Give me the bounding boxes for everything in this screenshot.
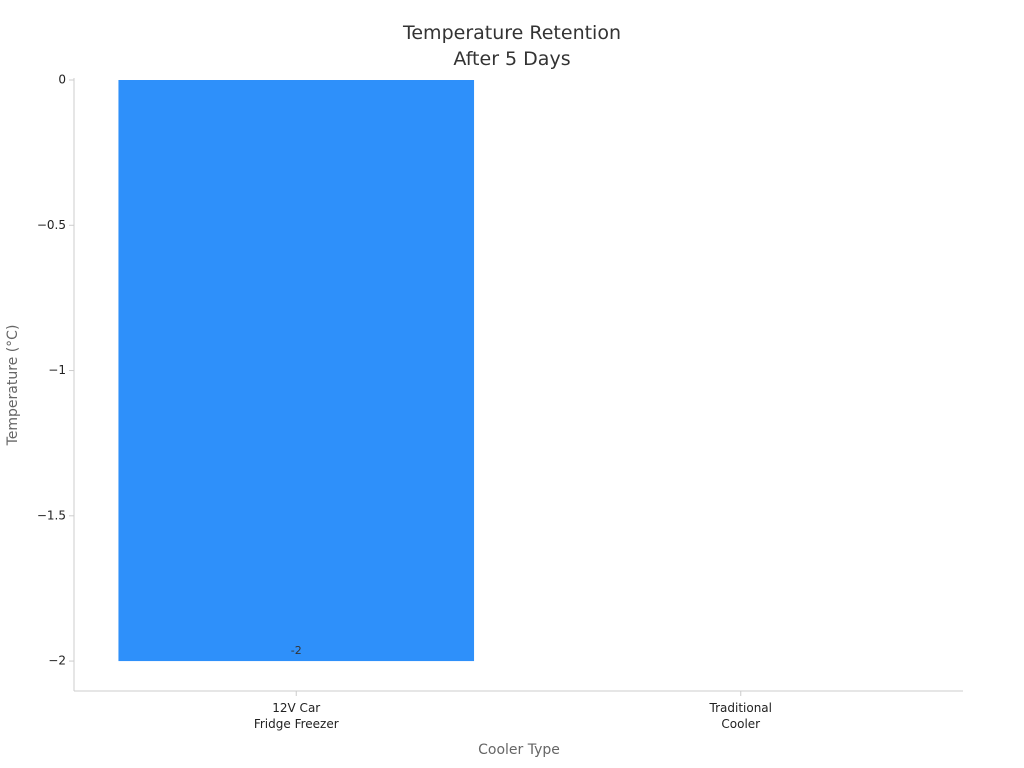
y-tick-label: −2 — [48, 654, 66, 668]
value-label: -2 — [291, 644, 302, 657]
y-axis-label: Temperature (°C) — [5, 325, 21, 447]
x-axis-label: Cooler Type — [478, 742, 560, 758]
y-tick-label: −1 — [48, 363, 66, 377]
y-tick-label: −0.5 — [37, 218, 66, 232]
y-tick-label: −1.5 — [37, 508, 66, 522]
chart-title: Temperature Retention After 5 Days — [402, 22, 622, 70]
y-tick-label: 0 — [58, 73, 66, 87]
x-tick-label: Traditional Cooler — [709, 701, 772, 731]
bar — [118, 80, 475, 662]
x-tick-label: 12V Car Fridge Freezer — [253, 701, 339, 731]
